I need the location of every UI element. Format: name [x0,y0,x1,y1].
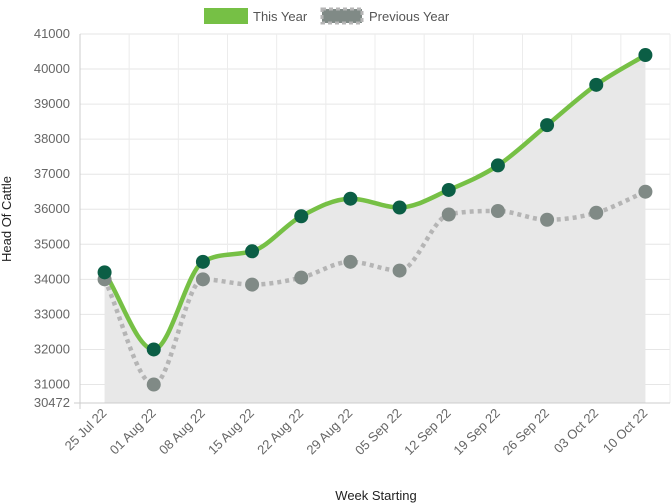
x-tick-label: 22 Aug 22 [254,405,306,457]
previous-year-point[interactable] [146,377,161,392]
this-year-point[interactable] [638,48,653,63]
this-year-point[interactable] [146,342,161,357]
this-year-point[interactable] [343,191,358,206]
y-tick-label: 30472 [34,395,70,410]
x-tick-label: 15 Aug 22 [205,405,257,457]
x-tick-label: 10 Oct 22 [600,405,650,455]
previous-year-point[interactable] [294,270,309,285]
y-tick-label: 35000 [34,236,70,251]
this-year-point[interactable] [490,158,505,173]
y-tick-label: 33000 [34,306,70,321]
y-tick-label: 37000 [34,166,70,181]
x-tick-label: 26 Sep 22 [500,405,553,458]
x-tick-label: 19 Sep 22 [450,405,503,458]
previous-year-point[interactable] [490,203,505,218]
x-tick-label: 25 Jul 22 [62,405,110,453]
y-tick-label: 38000 [34,131,70,146]
this-year-point[interactable] [392,200,407,215]
y-tick-label: 36000 [34,201,70,216]
x-tick-label: 12 Sep 22 [401,405,454,458]
previous-year-point[interactable] [441,207,456,222]
x-tick-label: 08 Aug 22 [156,405,208,457]
legend-item-this-year[interactable]: This Year [204,8,308,24]
this-year-point[interactable] [540,118,555,133]
previous-year-point[interactable] [343,254,358,269]
previous-year-point[interactable] [245,277,260,292]
legend-label-previous-year: Previous Year [369,9,450,24]
legend-swatch-this-year [204,8,248,24]
y-tick-label: 31000 [34,376,70,391]
this-year-point[interactable] [294,209,309,224]
y-tick-label: 41000 [34,26,70,41]
this-year-point[interactable] [245,244,260,259]
plot-area [79,33,671,404]
previous-year-markers [97,184,653,392]
legend-swatch-previous-year [320,7,364,25]
y-tick-label: 39000 [34,96,70,111]
legend-item-previous-year[interactable]: Previous Year [320,7,450,25]
y-tick-label: 34000 [34,271,70,286]
this-year-point[interactable] [441,182,456,197]
axes [74,34,670,409]
previous-year-point[interactable] [540,212,555,227]
this-year-point[interactable] [97,265,112,280]
x-tick-label: 05 Sep 22 [352,405,405,458]
x-tick-label: 03 Oct 22 [551,405,601,455]
y-tick-label: 40000 [34,61,70,76]
x-tick-label: 29 Aug 22 [303,405,355,457]
this-year-area-fill [104,55,646,403]
legend: This Year Previous Year [204,7,450,25]
previous-year-point[interactable] [195,272,210,287]
this-year-point[interactable] [589,77,604,92]
this-year-point[interactable] [195,254,210,269]
x-axis-title: Week Starting [335,488,416,503]
this-year-markers [97,48,653,357]
previous-year-point[interactable] [638,184,653,199]
x-tick-label: 01 Aug 22 [107,405,159,457]
y-axis-tick-labels: 30472 31000 32000 33000 34000 35000 36000 37000… [34,26,70,410]
y-tick-label: 32000 [34,341,70,356]
previous-year-point[interactable] [589,205,604,220]
previous-year-point[interactable] [392,263,407,278]
legend-label-this-year: This Year [253,9,308,24]
y-axis-title: Head Of Cattle [0,176,14,262]
